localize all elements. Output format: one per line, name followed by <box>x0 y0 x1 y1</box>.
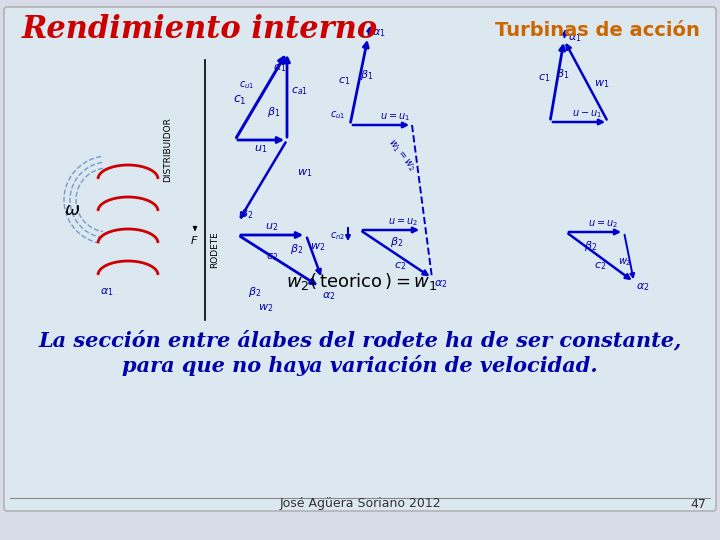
Text: $\alpha_2$: $\alpha_2$ <box>322 290 336 302</box>
Text: $\beta_2$: $\beta_2$ <box>584 239 598 253</box>
Text: $\alpha_1$: $\alpha_1$ <box>100 286 114 298</box>
Text: $w_1$: $w_1$ <box>297 167 312 179</box>
Text: Rendimiento interno: Rendimiento interno <box>22 15 378 45</box>
Text: La sección entre álabes del rodete ha de ser constante,: La sección entre álabes del rodete ha de… <box>38 330 682 350</box>
Text: $c_1$: $c_1$ <box>338 75 351 87</box>
Text: $c_1$: $c_1$ <box>538 72 550 84</box>
Text: $c_{u1}$: $c_{u1}$ <box>330 109 346 121</box>
Text: $\alpha_2$: $\alpha_2$ <box>434 278 447 290</box>
Text: $\alpha_2$: $\alpha_2$ <box>636 281 649 293</box>
Text: $\beta_2$: $\beta_2$ <box>240 207 253 221</box>
Text: $\beta_2$: $\beta_2$ <box>390 235 403 249</box>
Text: $\alpha_1$: $\alpha_1$ <box>372 27 386 39</box>
Text: $\beta_1$: $\beta_1$ <box>556 67 570 81</box>
Text: $w_2\left(\,\mathrm{teorico}\,\right) = w_1$: $w_2\left(\,\mathrm{teorico}\,\right) = … <box>287 272 438 293</box>
Text: $c_{n2}$: $c_{n2}$ <box>330 230 345 242</box>
Text: $\alpha_1$: $\alpha_1$ <box>273 62 287 74</box>
Text: $\alpha_1$: $\alpha_1$ <box>568 32 582 44</box>
Text: $w_2$: $w_2$ <box>618 256 631 268</box>
Text: $\beta_1$: $\beta_1$ <box>267 105 280 119</box>
Text: DISTRIBUIDOR: DISTRIBUIDOR <box>163 118 173 183</box>
Text: RODETE: RODETE <box>210 232 220 268</box>
Text: $w_1$: $w_1$ <box>594 78 609 90</box>
Text: $\beta_2$: $\beta_2$ <box>290 242 303 256</box>
Text: 47: 47 <box>690 497 706 510</box>
Text: $\beta_1$: $\beta_1$ <box>360 68 374 82</box>
Text: $c_2$: $c_2$ <box>266 251 278 263</box>
Text: para que no haya variación de velocidad.: para que no haya variación de velocidad. <box>122 355 598 376</box>
Text: $w_2$: $w_2$ <box>310 241 325 253</box>
Text: $u=u_1$: $u=u_1$ <box>380 111 410 123</box>
Text: Turbinas de acción: Turbinas de acción <box>495 21 700 39</box>
Text: $c_{u1}$: $c_{u1}$ <box>239 79 254 91</box>
Text: $u_1$: $u_1$ <box>254 143 268 155</box>
Text: $c_1$: $c_1$ <box>233 93 247 106</box>
Text: $u_2$: $u_2$ <box>266 221 279 233</box>
Text: $w_1=w_2$: $w_1=w_2$ <box>385 137 418 174</box>
Text: $c_2$: $c_2$ <box>394 260 406 272</box>
Text: $\omega$: $\omega$ <box>64 201 80 219</box>
Text: $u-u_1$: $u-u_1$ <box>572 108 602 120</box>
Text: $c_2$: $c_2$ <box>594 260 606 272</box>
Text: $\beta_2$: $\beta_2$ <box>248 285 261 299</box>
Text: $c_{a1}$: $c_{a1}$ <box>291 85 308 97</box>
Text: $w_2$: $w_2$ <box>258 302 273 314</box>
Text: José Agüera Soriano 2012: José Agüera Soriano 2012 <box>279 497 441 510</box>
FancyBboxPatch shape <box>4 7 716 511</box>
Text: $u=u_2$: $u=u_2$ <box>588 218 618 230</box>
Text: $F$: $F$ <box>190 234 199 246</box>
Text: $u=u_2$: $u=u_2$ <box>388 216 418 228</box>
